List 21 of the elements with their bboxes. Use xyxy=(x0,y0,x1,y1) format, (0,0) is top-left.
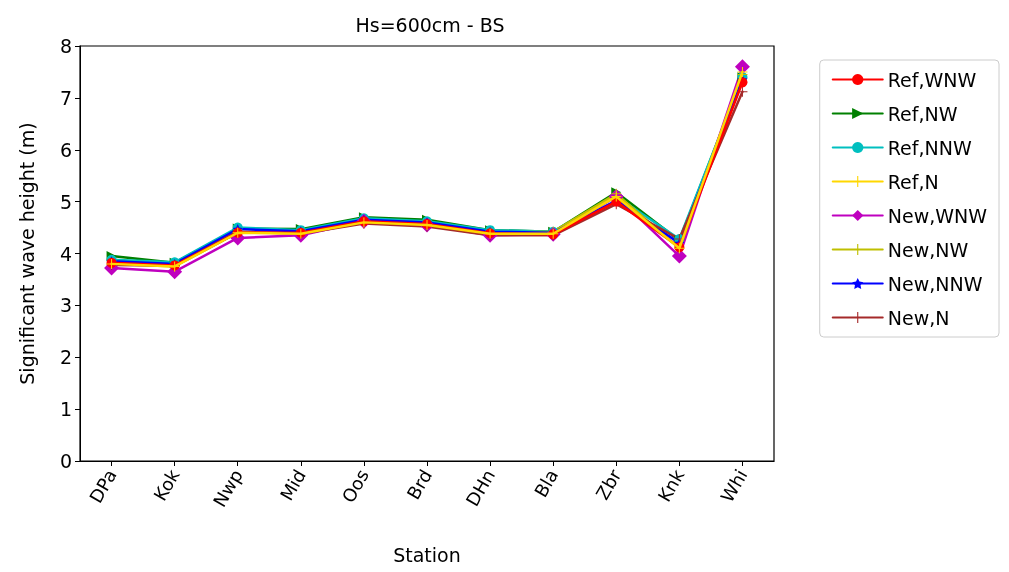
legend-label: Ref,WNW xyxy=(887,68,977,91)
legend-label: Ref,N xyxy=(887,170,939,193)
chart-title: Hs=600cm - BS xyxy=(355,13,505,36)
y-tick-label: 8 xyxy=(59,35,72,57)
y-tick-label: 7 xyxy=(59,86,72,109)
x-axis-title: Station xyxy=(393,543,461,566)
y-tick-label: 4 xyxy=(59,242,72,265)
y-tick-label: 1 xyxy=(59,398,72,421)
legend-label: Ref,NW xyxy=(887,102,958,125)
legend-label: New,WNW xyxy=(887,204,988,227)
y-tick-label: 2 xyxy=(59,346,72,369)
y-tick-label: 6 xyxy=(59,138,72,161)
legend-label: New,NNW xyxy=(887,272,983,295)
legend-label: New,N xyxy=(887,306,950,329)
y-axis-title: Significant wave height (m) xyxy=(15,122,38,385)
y-tick-label: 3 xyxy=(59,294,72,317)
legend-label: New,NW xyxy=(887,238,969,261)
x-tick-label: Bla xyxy=(529,465,563,501)
y-tick-label: 5 xyxy=(59,190,72,213)
legend-label: Ref,NNW xyxy=(887,136,972,159)
y-tick-label: 0 xyxy=(59,450,72,472)
